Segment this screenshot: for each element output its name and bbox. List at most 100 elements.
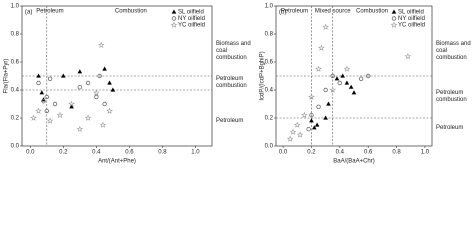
marker-star xyxy=(98,41,105,48)
marker-circle xyxy=(171,16,177,21)
marker-circle xyxy=(52,101,58,107)
x-tick-label: 0.0 xyxy=(279,150,288,156)
x-tick-label: 0.6 xyxy=(364,150,373,156)
region-label: Petroleum xyxy=(281,9,308,15)
y-tick-label: 1.0 xyxy=(11,4,20,10)
x-tick-label: 0.8 xyxy=(158,150,167,156)
y-tick-label: 0.0 xyxy=(265,144,274,150)
marker-circle xyxy=(316,104,321,109)
marker-star xyxy=(30,114,37,121)
marker-star xyxy=(289,128,297,135)
marker-circle xyxy=(102,101,107,107)
region-label: Combustion xyxy=(115,9,147,15)
marker-star xyxy=(76,125,84,132)
marker-circle xyxy=(330,73,335,79)
marker-circle xyxy=(85,80,91,86)
marker-triangle xyxy=(351,90,357,95)
marker-circle xyxy=(306,126,311,132)
region-label: Combustion xyxy=(356,9,388,15)
marker-triangle xyxy=(107,80,112,85)
legend-label: YC oilfield xyxy=(398,23,425,29)
marker-triangle xyxy=(314,122,320,127)
marker-circle xyxy=(77,84,83,90)
marker-triangle xyxy=(391,9,397,14)
marker-triangle xyxy=(61,73,66,78)
marker-star xyxy=(329,86,337,93)
y-tick-label: 1.0 xyxy=(265,4,274,10)
marker-star xyxy=(46,117,54,124)
y-axis-title: Fla/(Fla+Pyr) xyxy=(4,59,10,94)
legend-label: SL oilfield xyxy=(178,10,204,16)
region-label: Petroleum xyxy=(36,9,63,15)
x-tick-label: 0.6 xyxy=(125,150,134,156)
legend-label: NY oilfield xyxy=(398,16,425,22)
marker-circle xyxy=(323,87,328,93)
marker-star xyxy=(170,21,178,28)
marker-triangle xyxy=(69,104,74,109)
x-tick-label: 0.2 xyxy=(59,150,68,156)
marker-star xyxy=(322,23,329,30)
figure: 0.0 0.2 0.4 0.6 0.8 1.0 0.0 0.2 0.4 0.6 0.8 1.0 (a) P… xyxy=(4,4,433,165)
marker-star xyxy=(35,107,42,114)
region-label: Petroleum xyxy=(436,125,464,131)
marker-triangle xyxy=(110,87,116,92)
y-tick-label: 0.2 xyxy=(11,116,20,122)
y-tick-label: 0.4 xyxy=(11,88,20,94)
marker-circle xyxy=(47,76,53,81)
marker-circle xyxy=(44,108,49,114)
x-tick-label: 0.0 xyxy=(26,150,35,156)
marker-triangle xyxy=(77,69,83,74)
marker-star xyxy=(404,52,412,60)
x-tick-label: 0.8 xyxy=(392,150,401,156)
marker-star xyxy=(293,121,301,128)
region-label: Biomass and coal combustion xyxy=(436,41,471,61)
marker-star xyxy=(343,65,351,72)
y-tick-label: 0.0 xyxy=(11,144,20,150)
region-label: Petroleum combustion xyxy=(216,76,247,89)
marker-triangle xyxy=(309,118,314,123)
y-tick-label: 0.4 xyxy=(265,88,274,94)
marker-star xyxy=(301,111,308,118)
marker-star xyxy=(315,65,322,72)
y-tick-label: 0.8 xyxy=(265,32,274,38)
marker-star xyxy=(296,131,304,138)
marker-triangle xyxy=(36,73,41,78)
y-tick-label: 0.6 xyxy=(265,60,274,66)
marker-circle xyxy=(97,73,102,79)
marker-star xyxy=(93,89,100,96)
marker-star xyxy=(318,44,325,51)
y-tick-label: 0.6 xyxy=(11,60,20,66)
marker-circle xyxy=(36,80,41,86)
marker-circle xyxy=(94,94,99,100)
x-tick-label: 0.4 xyxy=(92,150,101,156)
panel-label: (a) xyxy=(25,10,32,16)
legend-label: YC oilfield xyxy=(178,23,205,29)
marker-triangle xyxy=(39,90,45,95)
panel-label: (b) xyxy=(279,10,286,16)
marker-star xyxy=(286,135,294,142)
marker-star xyxy=(84,114,92,121)
page: 0.0 0.2 0.4 0.6 0.8 1.0 0.0 0.2 0.4 0.6 0.8 1.0 (a) P… xyxy=(3,3,471,165)
marker-triangle xyxy=(340,73,345,78)
x-axis-title: Ant/(Ant+Phe) xyxy=(98,159,136,165)
x-axis-title: BaA/(BaA+Chr) xyxy=(333,159,375,165)
marker-circle xyxy=(337,80,343,86)
x-tick-label: 0.4 xyxy=(336,150,345,156)
y-axis-title: IcdP/(IcdP+BghiP) xyxy=(260,51,266,100)
x-tick-label: 1.0 xyxy=(421,150,430,156)
marker-triangle xyxy=(334,76,340,81)
region-label: Biomass and coal combustion xyxy=(216,41,251,61)
marker-triangle xyxy=(311,125,317,130)
marker-circle xyxy=(309,112,314,118)
region-label: Petroleum combustion xyxy=(436,90,467,103)
marker-circle xyxy=(365,73,371,79)
marker-circle xyxy=(41,98,46,104)
marker-star xyxy=(390,21,398,28)
marker-triangle xyxy=(323,115,328,120)
marker-triangle xyxy=(102,66,107,71)
marker-triangle xyxy=(326,101,331,106)
marker-star xyxy=(56,111,64,118)
marker-star xyxy=(308,93,315,100)
marker-circle xyxy=(44,94,49,100)
legend-label: SL oilfield xyxy=(398,10,424,16)
